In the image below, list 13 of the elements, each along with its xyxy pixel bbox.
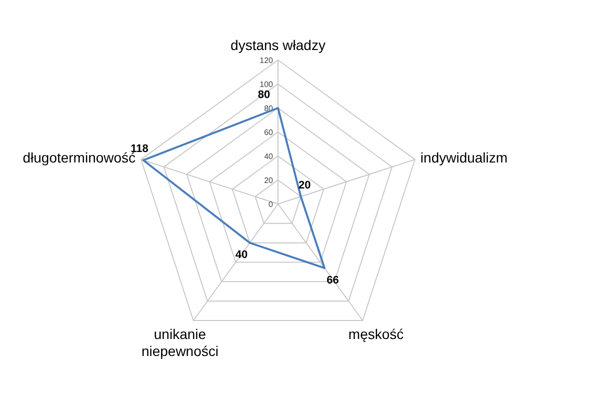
y-tick-label: 0: [268, 200, 274, 209]
y-tick-label: 120: [260, 56, 274, 65]
spoke-label: unikanie niepewności: [141, 326, 219, 360]
data-label: 66: [326, 274, 339, 286]
spoke-label: dystans władzy: [230, 37, 326, 54]
y-tick-label: 20: [264, 176, 274, 185]
spoke-label: męskość: [348, 326, 404, 342]
y-tick-label: 60: [264, 128, 274, 137]
data-label: 40: [235, 249, 248, 262]
data-label: 20: [298, 180, 311, 192]
spoke-label: indywidualizm: [420, 150, 508, 166]
y-tick-label: 40: [264, 152, 274, 161]
y-tick-label: 100: [260, 80, 274, 89]
